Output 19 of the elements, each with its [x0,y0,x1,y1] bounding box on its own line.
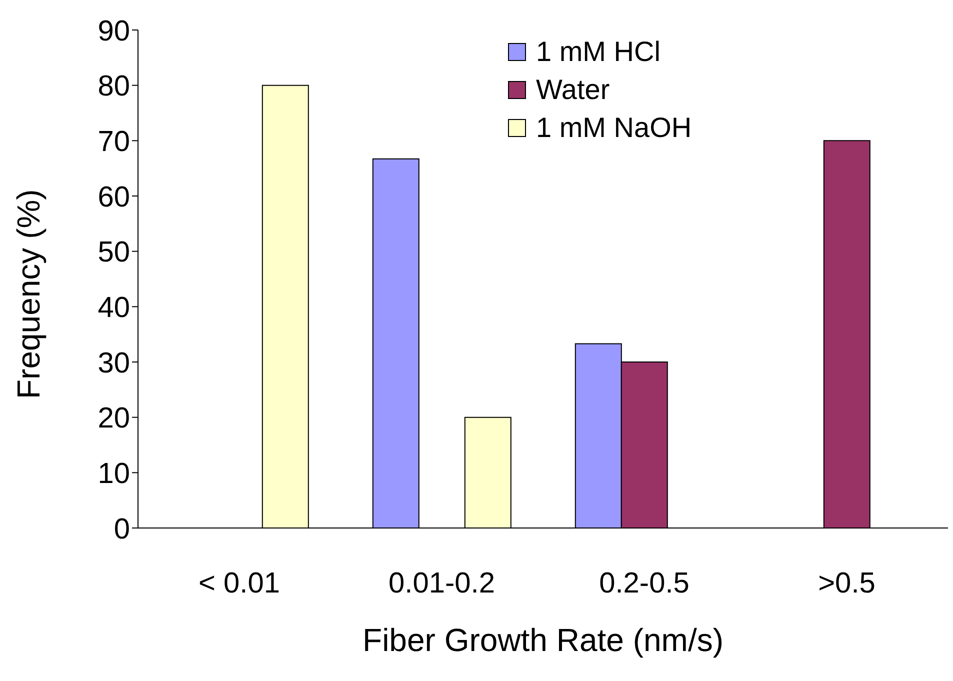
y-tick-label: 10 [98,458,130,490]
y-tick-label: 60 [98,181,130,214]
y-tick-label: 40 [98,292,130,324]
y-tick-label: 50 [98,236,130,269]
x-tick-label: >0.5 [818,568,876,600]
x-tick-label: 0.01-0.2 [388,568,495,600]
x-tick-label: < 0.01 [198,568,280,600]
x-tick-label: 0.2-0.5 [599,568,690,600]
y-tick-label: 20 [98,402,130,435]
y-tick-label: 30 [98,347,130,380]
legend-label: 1 mM HCl [536,36,660,68]
legend-label: Water [536,74,610,106]
x-axis-title: Fiber Growth Rate (nm/s) [362,622,724,658]
y-axis-title: Frequency (%) [10,189,46,399]
y-tick-label: 0 [114,513,130,546]
y-tick-label: 70 [98,126,130,158]
legend-label: 1 mM NaOH [536,112,692,144]
y-tick-label: 90 [98,15,130,48]
y-tick-label: 80 [98,70,130,103]
